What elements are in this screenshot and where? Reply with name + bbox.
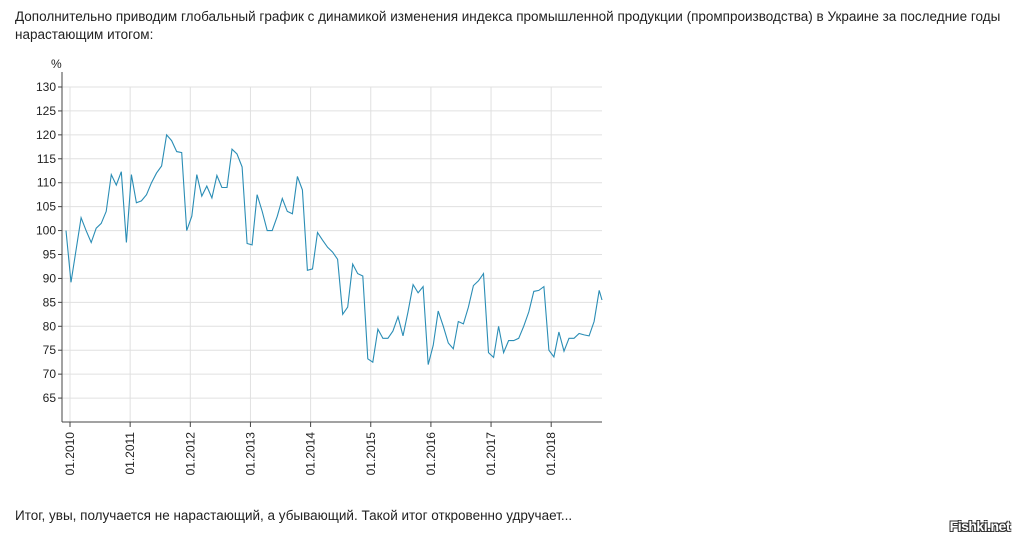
y-tick-label: 85 [43, 295, 57, 309]
x-tick-label: 01.2011 [123, 432, 137, 475]
y-tick-label: 70 [43, 367, 57, 381]
x-tick-label: 01.2015 [364, 432, 378, 476]
y-tick-label: 75 [43, 343, 57, 357]
x-tick-label: 01.2010 [63, 432, 77, 476]
series-line [65, 133, 603, 365]
x-tick-labels: 01.2010 01.2011 01.2012 01.2013 01.2014 01.20… [63, 432, 558, 476]
axes [58, 72, 602, 427]
y-tick-label: 130 [36, 80, 56, 94]
y-tick-label: 90 [43, 271, 57, 285]
y-tick-label: 120 [36, 128, 56, 142]
y-tick-label: 105 [36, 200, 56, 214]
x-tick-label: 01.2016 [424, 432, 438, 476]
y-tick-label: 115 [37, 152, 56, 166]
y-tick-label: 95 [43, 248, 57, 262]
grid [62, 86, 602, 422]
y-tick-label: 125 [36, 104, 56, 118]
x-tick-label: 01.2014 [304, 432, 318, 476]
intro-paragraph: Дополнительно приводим глобальный график… [15, 9, 1001, 42]
x-tick-label: 01.2017 [484, 432, 498, 476]
industrial-index-chart: % 65 70 75 80 85 90 95 100 105 110 115 120 125 130 01… [36, 57, 603, 476]
y-tick-label: 110 [37, 176, 56, 190]
x-tick-label: 01.2018 [544, 432, 558, 476]
x-tick-label: 01.2013 [243, 432, 257, 476]
y-tick-labels: 65 70 75 80 85 90 95 100 105 110 115 120 125 130 [36, 80, 56, 405]
x-tick-label: 01.2012 [183, 432, 197, 476]
y-tick-label: 100 [36, 224, 56, 238]
y-axis-unit-label: % [51, 57, 62, 71]
outro-paragraph: Итог, увы, получается не нарастающий, а … [15, 508, 573, 523]
y-tick-label: 80 [43, 319, 57, 333]
watermark-logo: Fishki.net [949, 518, 1011, 534]
y-tick-label: 65 [43, 391, 57, 405]
